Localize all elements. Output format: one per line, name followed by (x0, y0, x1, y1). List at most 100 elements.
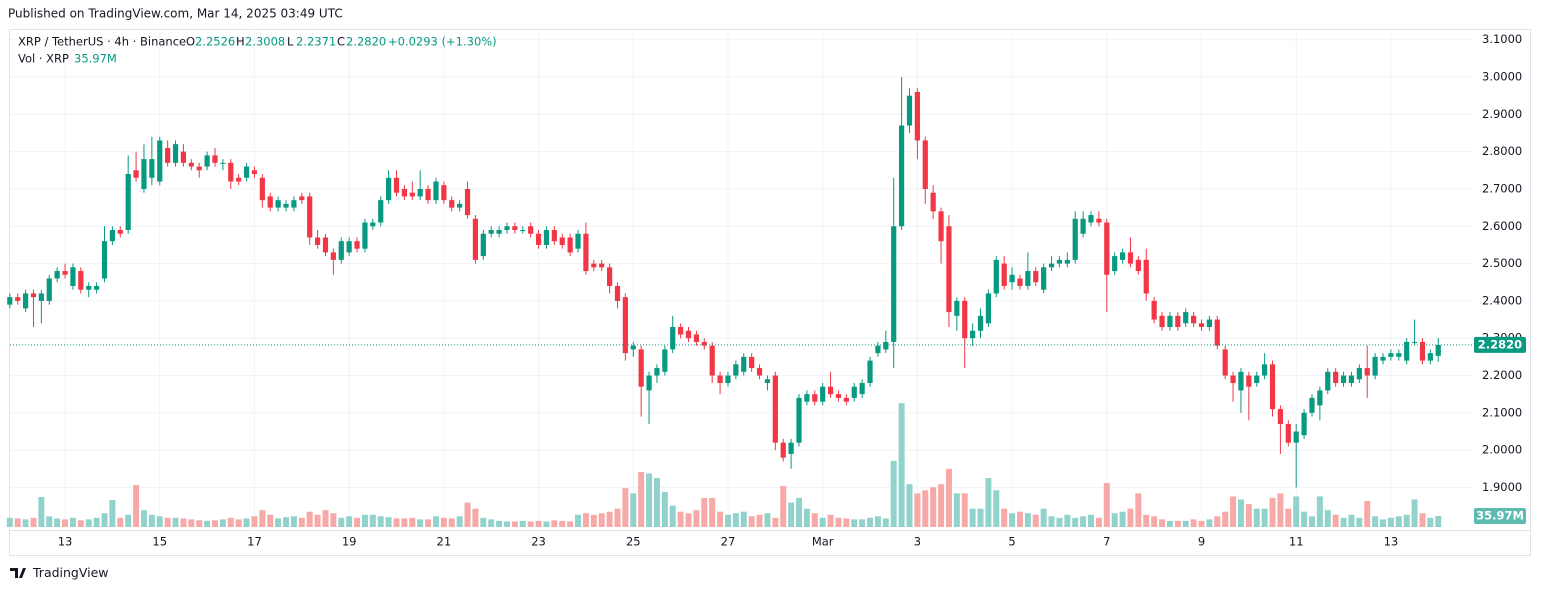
candle-body (725, 375, 731, 383)
candle-body (22, 293, 29, 309)
ohlc-value: 2.2820 (346, 35, 386, 49)
candle-body (749, 356, 755, 369)
candle-body (946, 226, 952, 313)
candle-body (827, 386, 834, 395)
candle-body (330, 252, 336, 260)
volume-bar (969, 508, 976, 527)
volume-bar (93, 517, 100, 527)
candle-body (62, 271, 68, 275)
volume-bar (298, 517, 305, 527)
volume-bar (1103, 482, 1110, 527)
candle-body (133, 170, 139, 178)
candle-body (772, 375, 778, 443)
candle-body (101, 241, 108, 279)
candle-body (1064, 259, 1070, 264)
candle-body (180, 151, 187, 163)
candle-body (962, 300, 968, 339)
volume-bar (235, 519, 242, 527)
candle-body (1104, 222, 1110, 275)
volume-bar (1016, 511, 1023, 527)
candle-body (1372, 356, 1378, 376)
volume-bar (1419, 513, 1426, 527)
volume-bar (180, 518, 187, 527)
volume-bar (1332, 514, 1339, 527)
candle-body (1009, 274, 1015, 283)
candle-body (165, 147, 171, 163)
candle-body (670, 327, 676, 350)
volume-bar (1301, 511, 1308, 527)
volume-bar (985, 478, 992, 527)
x-tick-label: 7 (1103, 535, 1110, 549)
candle-body (1411, 341, 1418, 343)
candle-body (409, 192, 415, 197)
candle-body (15, 297, 21, 301)
volume-bar (701, 497, 708, 527)
candles (7, 77, 1441, 488)
volume-bar (922, 490, 929, 527)
volume-bar (1151, 516, 1158, 527)
volume-bar (685, 513, 692, 527)
volume-bar (1032, 514, 1039, 527)
volume-bar (314, 514, 321, 527)
candle-body (567, 237, 573, 253)
volume-bar (1269, 497, 1276, 527)
candle-body (1293, 431, 1299, 443)
candle-body (393, 177, 400, 193)
volume-bar (464, 502, 471, 527)
volume-bar (930, 487, 937, 527)
candle-body (70, 267, 76, 286)
volume-bar (851, 519, 858, 527)
candle-body (401, 188, 407, 197)
volume-bar (140, 510, 147, 527)
volume-bar (843, 518, 850, 527)
x-tick-label: 13 (1384, 535, 1399, 549)
candle-body (1198, 323, 1205, 328)
x-tick-label: 27 (721, 535, 736, 549)
candle-body (1143, 259, 1149, 294)
candle-body (867, 360, 873, 383)
candle-body (1088, 215, 1094, 223)
volume-bar (977, 508, 984, 527)
volume-bar (346, 516, 353, 527)
candle-body (970, 330, 976, 339)
y-tick-label: 1.9000 (1482, 480, 1522, 494)
candle-body (528, 226, 534, 234)
candle-body (693, 334, 700, 342)
candle-body (1214, 319, 1220, 346)
candle-body (94, 285, 100, 290)
candle-body (701, 341, 707, 346)
volume-bar (1435, 515, 1442, 527)
volume-tag-label: 35.97M (1476, 508, 1524, 522)
volume-bar (306, 511, 313, 527)
volume-bar (1040, 508, 1047, 527)
volume-bar (251, 516, 258, 527)
candle-body (141, 159, 147, 189)
candle-body (236, 177, 242, 182)
volume-bar (204, 520, 211, 527)
volume-bar (480, 517, 487, 527)
y-tick-label: 2.6000 (1482, 219, 1522, 233)
candle-body (78, 271, 84, 290)
ohlc-value: 2.2526 (195, 35, 235, 49)
y-tick-label: 2.0000 (1482, 443, 1522, 457)
volume-bar (867, 517, 874, 527)
candle-body (1135, 259, 1141, 272)
volume-bar (22, 519, 29, 527)
candle-body (1380, 356, 1386, 361)
candle-body (575, 233, 581, 249)
volume-bar (661, 491, 668, 527)
volume-bar (267, 514, 274, 527)
last-price-label: 2.2820 (1478, 337, 1522, 351)
candle-body (756, 368, 763, 376)
volume-bar (1261, 508, 1268, 527)
candle-body (835, 394, 842, 398)
volume-bar (432, 516, 439, 527)
candle-body (1285, 424, 1291, 443)
volume-bar (874, 516, 881, 527)
candle-body (812, 394, 818, 402)
candle-body (86, 285, 92, 290)
volume-bar (290, 516, 297, 527)
volume-bar (1230, 496, 1237, 527)
candle-body (512, 226, 518, 230)
